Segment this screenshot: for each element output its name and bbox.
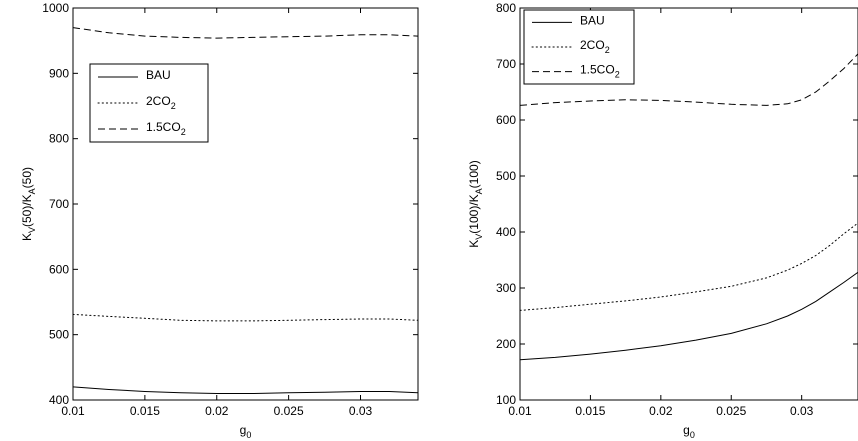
series-line-bau xyxy=(73,386,418,394)
x-tick-label: 0.01 xyxy=(508,404,532,418)
series-line-1-5co2 xyxy=(520,53,858,106)
y-tick-label: 800 xyxy=(49,132,69,146)
y-tick-label: 300 xyxy=(496,281,516,295)
subscript-text: V xyxy=(474,234,484,240)
legend-label: 2CO2 xyxy=(146,94,176,111)
y-axis-label: KV(50)/KA(50) xyxy=(20,167,37,241)
x-tick-label: 0.025 xyxy=(716,404,746,418)
x-tick-label: 0.03 xyxy=(349,404,373,418)
legend-label: BAU xyxy=(146,68,171,82)
y-tick-label: 500 xyxy=(49,328,69,342)
subscript-text: 2 xyxy=(171,101,176,111)
series-line-2co2 xyxy=(520,222,858,311)
series-line-1-5co2 xyxy=(73,27,418,39)
label-text: BAU xyxy=(580,13,605,27)
label-text: g xyxy=(240,423,247,437)
x-tick-label: 0.02 xyxy=(205,404,229,418)
y-tick-label: 700 xyxy=(49,197,69,211)
subscript-text: 2 xyxy=(615,70,620,80)
y-tick-label: 700 xyxy=(496,57,516,71)
x-tick-label: 0.025 xyxy=(274,404,304,418)
series-line-bau xyxy=(520,271,858,361)
subscript-text: V xyxy=(27,227,37,233)
x-axis-label: g0 xyxy=(240,423,252,440)
legend-label: 1.5CO2 xyxy=(146,120,186,137)
legend-label: 1.5CO2 xyxy=(580,63,620,80)
series-line-2co2 xyxy=(73,313,418,322)
label-text: (50)/K xyxy=(20,194,34,227)
y-tick-label: 1000 xyxy=(42,1,69,15)
y-tick-label: 100 xyxy=(496,393,516,407)
subscript-text: 2 xyxy=(181,127,186,137)
x-tick-label: 0.015 xyxy=(130,404,160,418)
axes-frame xyxy=(519,7,858,401)
y-tick-label: 600 xyxy=(49,262,69,276)
x-tick-label: 0.03 xyxy=(790,404,814,418)
label-text: 2CO xyxy=(146,94,171,108)
subscript-text: 0 xyxy=(246,430,251,440)
label-text: (50) xyxy=(20,167,34,188)
y-tick-label: 600 xyxy=(496,113,516,127)
right-chart: 0.01 0.015 0.02 0.025 0.03 100 200 300 400 500 600… xyxy=(467,1,858,440)
legend-label: 2CO2 xyxy=(580,38,610,55)
y-tick-label: 500 xyxy=(496,169,516,183)
legend-label: BAU xyxy=(580,13,605,27)
y-tick-label: 800 xyxy=(496,1,516,15)
label-text: 1.5CO xyxy=(580,63,615,77)
subscript-text: 0 xyxy=(690,430,695,440)
label-text: 2CO xyxy=(580,38,605,52)
label-text: K xyxy=(20,233,34,241)
x-tick-label: 0.02 xyxy=(649,404,673,418)
y-tick-label: 400 xyxy=(49,393,69,407)
label-text: (100)/K xyxy=(467,194,481,233)
label-text: (100) xyxy=(467,160,481,188)
label-text: K xyxy=(467,240,481,248)
x-tick-label: 0.015 xyxy=(575,404,605,418)
y-axis-label: KV(100)/KA(100) xyxy=(467,160,484,247)
plot-area xyxy=(73,27,418,394)
subscript-text: 2 xyxy=(605,45,610,55)
subscript-text: A xyxy=(27,188,37,194)
label-text: g xyxy=(683,423,690,437)
label-text: 1.5CO xyxy=(146,120,181,134)
plot-area xyxy=(520,53,858,361)
left-chart: 0.01 0.015 0.02 0.025 0.03 400 500 600 700 800 900… xyxy=(20,1,419,440)
x-tick-label: 0.01 xyxy=(61,404,85,418)
y-tick-label: 400 xyxy=(496,225,516,239)
x-axis-label: g0 xyxy=(683,423,695,440)
y-tick-label: 200 xyxy=(496,337,516,351)
subscript-text: A xyxy=(474,188,484,194)
y-tick-label: 900 xyxy=(49,66,69,80)
label-text: BAU xyxy=(146,68,171,82)
